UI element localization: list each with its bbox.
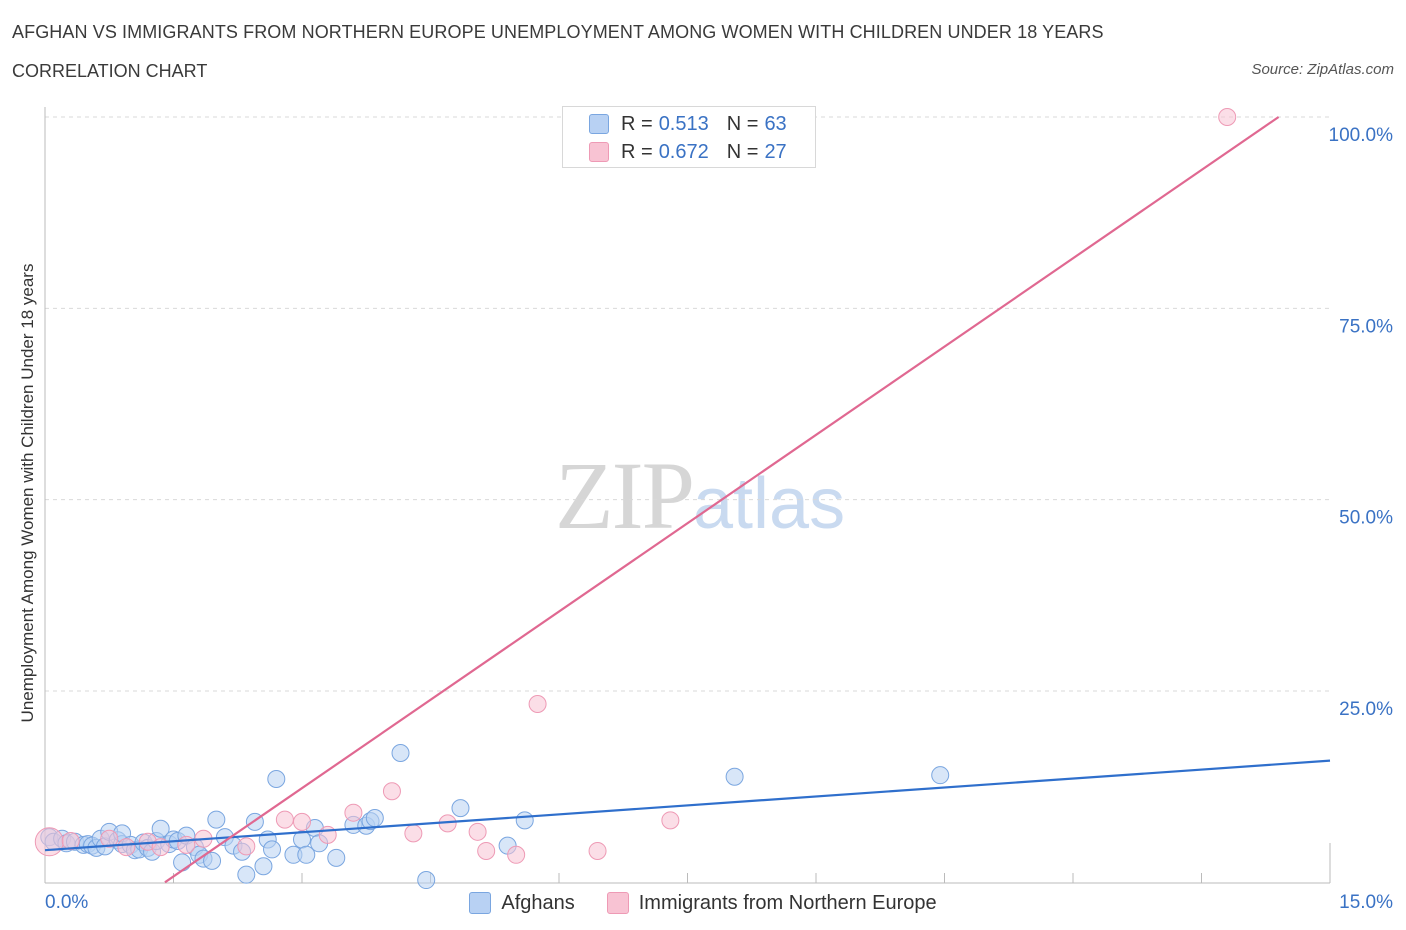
r-label: R = (621, 112, 653, 135)
northern-europe-point (344, 803, 363, 822)
legend-label-northern-europe: Immigrants from Northern Europe (638, 891, 937, 914)
tick-label-layer: 100.0% 75.0% 50.0% 25.0% 0.0% 15.0% (45, 125, 1393, 913)
series-legend: Afghans Immigrants from Northern Europe (0, 890, 1406, 916)
n-label: N = (726, 112, 759, 135)
northern-europe-point (507, 845, 526, 864)
stats-legend: R = 0.513 N = 63 R = 0.672 N = 27 (562, 106, 816, 168)
r-value: 0.672 (658, 140, 709, 163)
afghans-legend-swatch (469, 892, 492, 914)
afghans-point (203, 851, 222, 870)
legend-item-afghans[interactable]: Afghans (469, 891, 575, 915)
stats-row-northern-europe: R = 0.672 N = 27 (589, 139, 787, 165)
afghans-point (515, 811, 534, 830)
n-label: N = (726, 140, 759, 163)
afghans-point (254, 857, 273, 876)
northern-europe-swatch (589, 142, 609, 162)
afghans-trend-line (44, 759, 1331, 852)
northern-europe-point (34, 827, 64, 857)
afghans-point (365, 809, 384, 828)
afghans-point (725, 767, 744, 786)
chart-title: AFGHAN VS IMMIGRANTS FROM NORTHERN EUROP… (12, 22, 1104, 42)
afghans-point (267, 770, 286, 789)
points-layer (34, 108, 1237, 890)
northern-europe-point (588, 841, 607, 860)
afghans-point (263, 840, 282, 859)
y-tick-label: 100.0% (1329, 125, 1394, 146)
afghans-point (327, 848, 346, 867)
afghans-point (207, 810, 226, 829)
northern-europe-point (468, 822, 487, 841)
r-value: 0.513 (658, 112, 709, 135)
northern-europe-point (237, 837, 256, 856)
legend-item-northern-europe[interactable]: Immigrants from Northern Europe (606, 891, 937, 915)
y-tick-label: 50.0% (1339, 508, 1393, 529)
northern-europe-point (661, 811, 680, 830)
stats-row-afghans: R = 0.513 N = 63 (589, 111, 787, 137)
afghans-point (151, 819, 170, 838)
northern-europe-point (528, 695, 547, 714)
northern-europe-point (293, 812, 311, 831)
northern-europe-point (1218, 108, 1237, 126)
northern-europe-point (117, 838, 136, 857)
y-tick-label: 25.0% (1339, 699, 1393, 720)
y-tick-label: 75.0% (1339, 316, 1393, 337)
legend-label-afghans: Afghans (501, 891, 575, 914)
source-credit: Source: ZipAtlas.com (1251, 61, 1394, 78)
r-label: R = (621, 140, 653, 163)
northern-europe-trend-line (164, 116, 1280, 884)
afghans-point (297, 845, 316, 864)
northern-europe-point (61, 832, 80, 851)
afghans-point (173, 853, 192, 872)
grid-layer (45, 116, 1330, 692)
northern-europe-point (275, 810, 294, 829)
n-value: 27 (764, 140, 787, 163)
afghans-point (237, 865, 256, 884)
n-value: 63 (764, 112, 787, 135)
afghans-point (417, 871, 436, 890)
afghans-point (451, 799, 470, 818)
northern-europe-point (382, 782, 401, 801)
afghans-point (391, 743, 410, 762)
northern-europe-legend-swatch (606, 892, 629, 914)
chart-subtitle: CORRELATION CHART (12, 61, 208, 81)
afghans-swatch (589, 114, 609, 134)
x-tick-label: 0.0% (45, 892, 88, 913)
afghans-point (931, 766, 950, 785)
y-axis-label: Unemployment Among Women with Children U… (18, 263, 37, 723)
northern-europe-point (318, 825, 337, 844)
trend-layer (44, 116, 1331, 884)
northern-europe-point (477, 841, 496, 860)
axis-layer (44, 107, 1331, 884)
x-tick-label: 15.0% (1339, 892, 1393, 913)
northern-europe-point (100, 829, 119, 848)
northern-europe-point (404, 824, 423, 843)
